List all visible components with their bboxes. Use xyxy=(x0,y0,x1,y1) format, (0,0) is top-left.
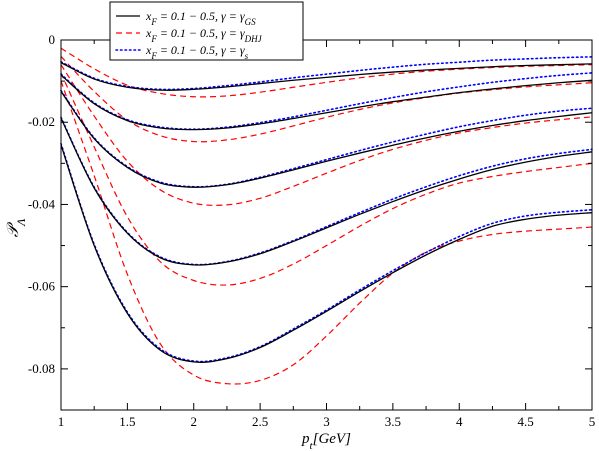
legend-label-dashed: xF = 0.1 − 0.5, γ = γDHJ xyxy=(145,26,263,44)
series-s-curve-11 xyxy=(60,72,593,131)
y-tick-label: 0 xyxy=(49,32,56,47)
legend-label-solid: xF = 0.1 − 0.5, γ = γGS xyxy=(145,9,256,27)
series-dhj-curve-9 xyxy=(60,80,593,385)
series-s-curve-14 xyxy=(60,142,593,363)
legend-box xyxy=(109,1,304,61)
series-gs-curve-4 xyxy=(60,144,593,363)
series-dhj-curve-5 xyxy=(60,47,593,98)
curves-layer xyxy=(60,47,593,385)
series-gs-curve-0 xyxy=(60,62,593,91)
x-tick-label: 2 xyxy=(191,414,198,429)
series-dhj-curve-8 xyxy=(60,72,593,286)
series-s-curve-13 xyxy=(60,116,593,266)
x-tick-label: 1 xyxy=(58,414,65,429)
series-dhj-curve-6 xyxy=(60,56,593,143)
series-gs-curve-1 xyxy=(60,74,593,131)
x-tick-label: 2.5 xyxy=(252,414,268,429)
legend-label-dotted: xF = 0.1 − 0.5, γ = γs xyxy=(145,43,249,61)
y-tick-label: -0.02 xyxy=(28,114,55,129)
y-axis-label: 𝒫Λ xyxy=(5,218,28,238)
series-s-curve-12 xyxy=(60,89,593,188)
y-tick-label: -0.08 xyxy=(28,361,55,376)
x-axis-label: pt[GeV] xyxy=(301,431,351,451)
plot-frame xyxy=(60,39,593,411)
x-tick-label: 5 xyxy=(589,414,596,429)
series-gs-curve-3 xyxy=(60,117,593,266)
y-tick-label: -0.06 xyxy=(28,279,56,294)
x-tick-label: 3.5 xyxy=(385,414,401,429)
x-tick-label: 3 xyxy=(323,414,330,429)
series-dhj-curve-7 xyxy=(60,64,593,206)
x-tick-label: 4 xyxy=(456,414,463,429)
y-tick-label: -0.04 xyxy=(28,196,56,211)
series-gs-curve-2 xyxy=(60,91,593,188)
x-tick-label: 1.5 xyxy=(119,414,135,429)
series-s-curve-10 xyxy=(60,56,593,91)
x-tick-label: 4.5 xyxy=(518,414,534,429)
axes-layer: 1 1.5 2 2.5 3 3.5 4 4.5 5 0 -0.02 -0.04 -0.06 -0.08 xyxy=(28,32,595,429)
